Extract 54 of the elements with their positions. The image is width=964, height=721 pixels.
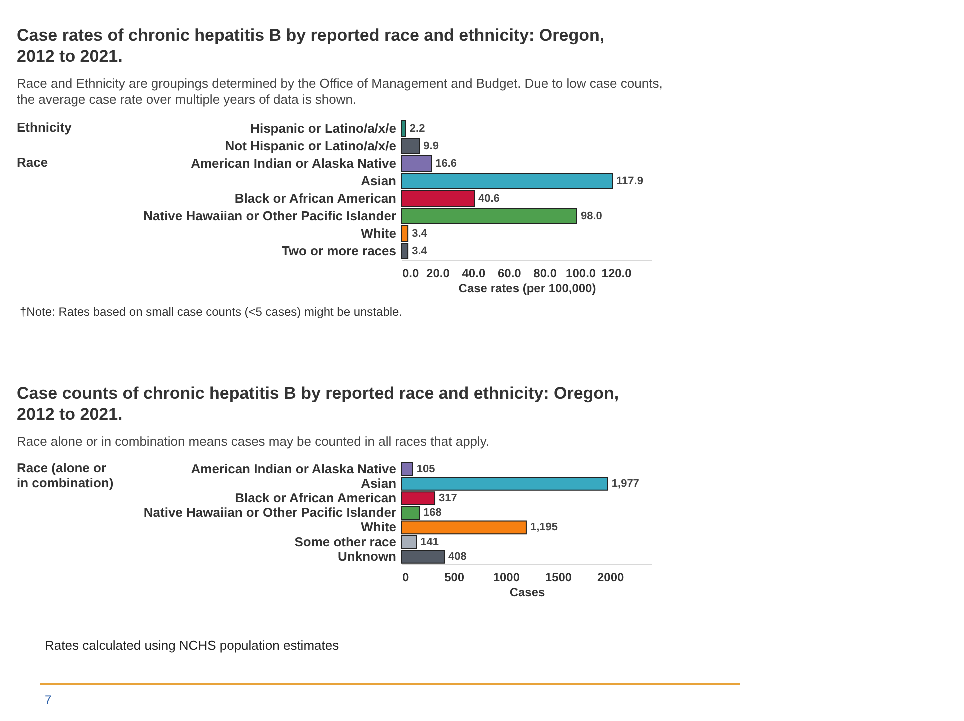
x-tick-label: 120.0 — [602, 266, 632, 280]
y-tick-label: Some other race — [294, 534, 396, 550]
text: Race (alone or in combination) — [17, 460, 114, 490]
data-label: 408 — [448, 550, 467, 563]
data-label: 40.6 — [478, 192, 500, 205]
data-label: 98.0 — [581, 210, 602, 222]
x-tick-label: 500 — [444, 570, 465, 585]
y-tick-label: White — [361, 226, 396, 241]
y-tick-label: Unknown — [338, 548, 397, 564]
x-tick-label: 1000 — [493, 570, 520, 585]
data-label: 9.9 — [424, 140, 439, 152]
text: Rates calculated using NCHS population estimates — [45, 638, 340, 653]
data-label: 141 — [420, 536, 440, 548]
y-tick-label: American Indian or Alaska Native — [191, 461, 396, 476]
data-label: 1,977 — [612, 478, 640, 490]
y-tick-label: Asian — [361, 173, 397, 188]
chart-title: Case counts of chronic hepatitis B by reported race and ethnicity: Oregon, 2012 to 2021. — [17, 384, 620, 424]
chart-title: Case rates of chronic hepatitis B by reported race and ethnicity: Oregon, 2012 to 2021. — [17, 26, 605, 66]
data-label: 1,195 — [530, 522, 558, 534]
data-label: 2.2 — [410, 122, 426, 135]
x-tick-label: 20.0 — [426, 266, 450, 280]
y-tick-label: Black or African American — [234, 190, 397, 206]
text: 7 — [45, 693, 52, 707]
data-label: 3.4 — [412, 228, 428, 240]
text: Race — [17, 154, 48, 170]
y-tick-label: Two or more races — [282, 243, 396, 258]
y-tick-label: Hispanic or Latino/a/x/e — [250, 120, 396, 136]
x-tick-label: 0 — [402, 570, 410, 585]
data-label: 105 — [416, 463, 436, 476]
x-tick-label: 0.0 — [402, 266, 420, 280]
x-tick-label: 80.0 — [534, 266, 558, 280]
y-tick-label: Asian — [361, 476, 397, 491]
y-tick-label: White — [361, 520, 396, 535]
data-label: 168 — [423, 507, 442, 520]
text: Race alone or in combination means cases may be counted in all races that apply. — [17, 434, 490, 449]
data-label: 117.9 — [616, 175, 644, 188]
y-tick-label: Native Hawaiian or Other Pacific Islander — [144, 208, 396, 224]
y-tick-label: Black or African American — [235, 490, 397, 506]
x-axis-title: Cases — [510, 586, 546, 600]
text: Ethnicity — [17, 120, 73, 135]
chart-subtitle: Race and Ethnicity are groupings determined by the Office of Management and Budget. Due to low case counts, the average case rate over multiple years of data is shown. — [17, 76, 663, 107]
x-tick-label: 1500 — [545, 570, 572, 585]
data-label: 16.6 — [436, 158, 458, 170]
x-tick-label: 2000 — [597, 570, 624, 585]
data-label: 3.4 — [412, 245, 428, 258]
x-tick-label: 100.0 — [566, 266, 596, 280]
text: †Note: Rates based on small case counts (<5 cases) might be unstable. — [20, 305, 404, 319]
y-tick-label: Native Hawaiian or Other Pacific Islander — [144, 505, 396, 520]
x-tick-label: 60.0 — [498, 266, 522, 280]
y-tick-label: American Indian or Alaska Native — [191, 156, 396, 171]
x-axis-title: Case rates (per 100,000) — [458, 282, 596, 296]
data-label: 317 — [439, 492, 458, 504]
x-tick-label: 40.0 — [462, 266, 486, 280]
y-tick-label: Not Hispanic or Latino/a/x/e — [225, 138, 396, 154]
